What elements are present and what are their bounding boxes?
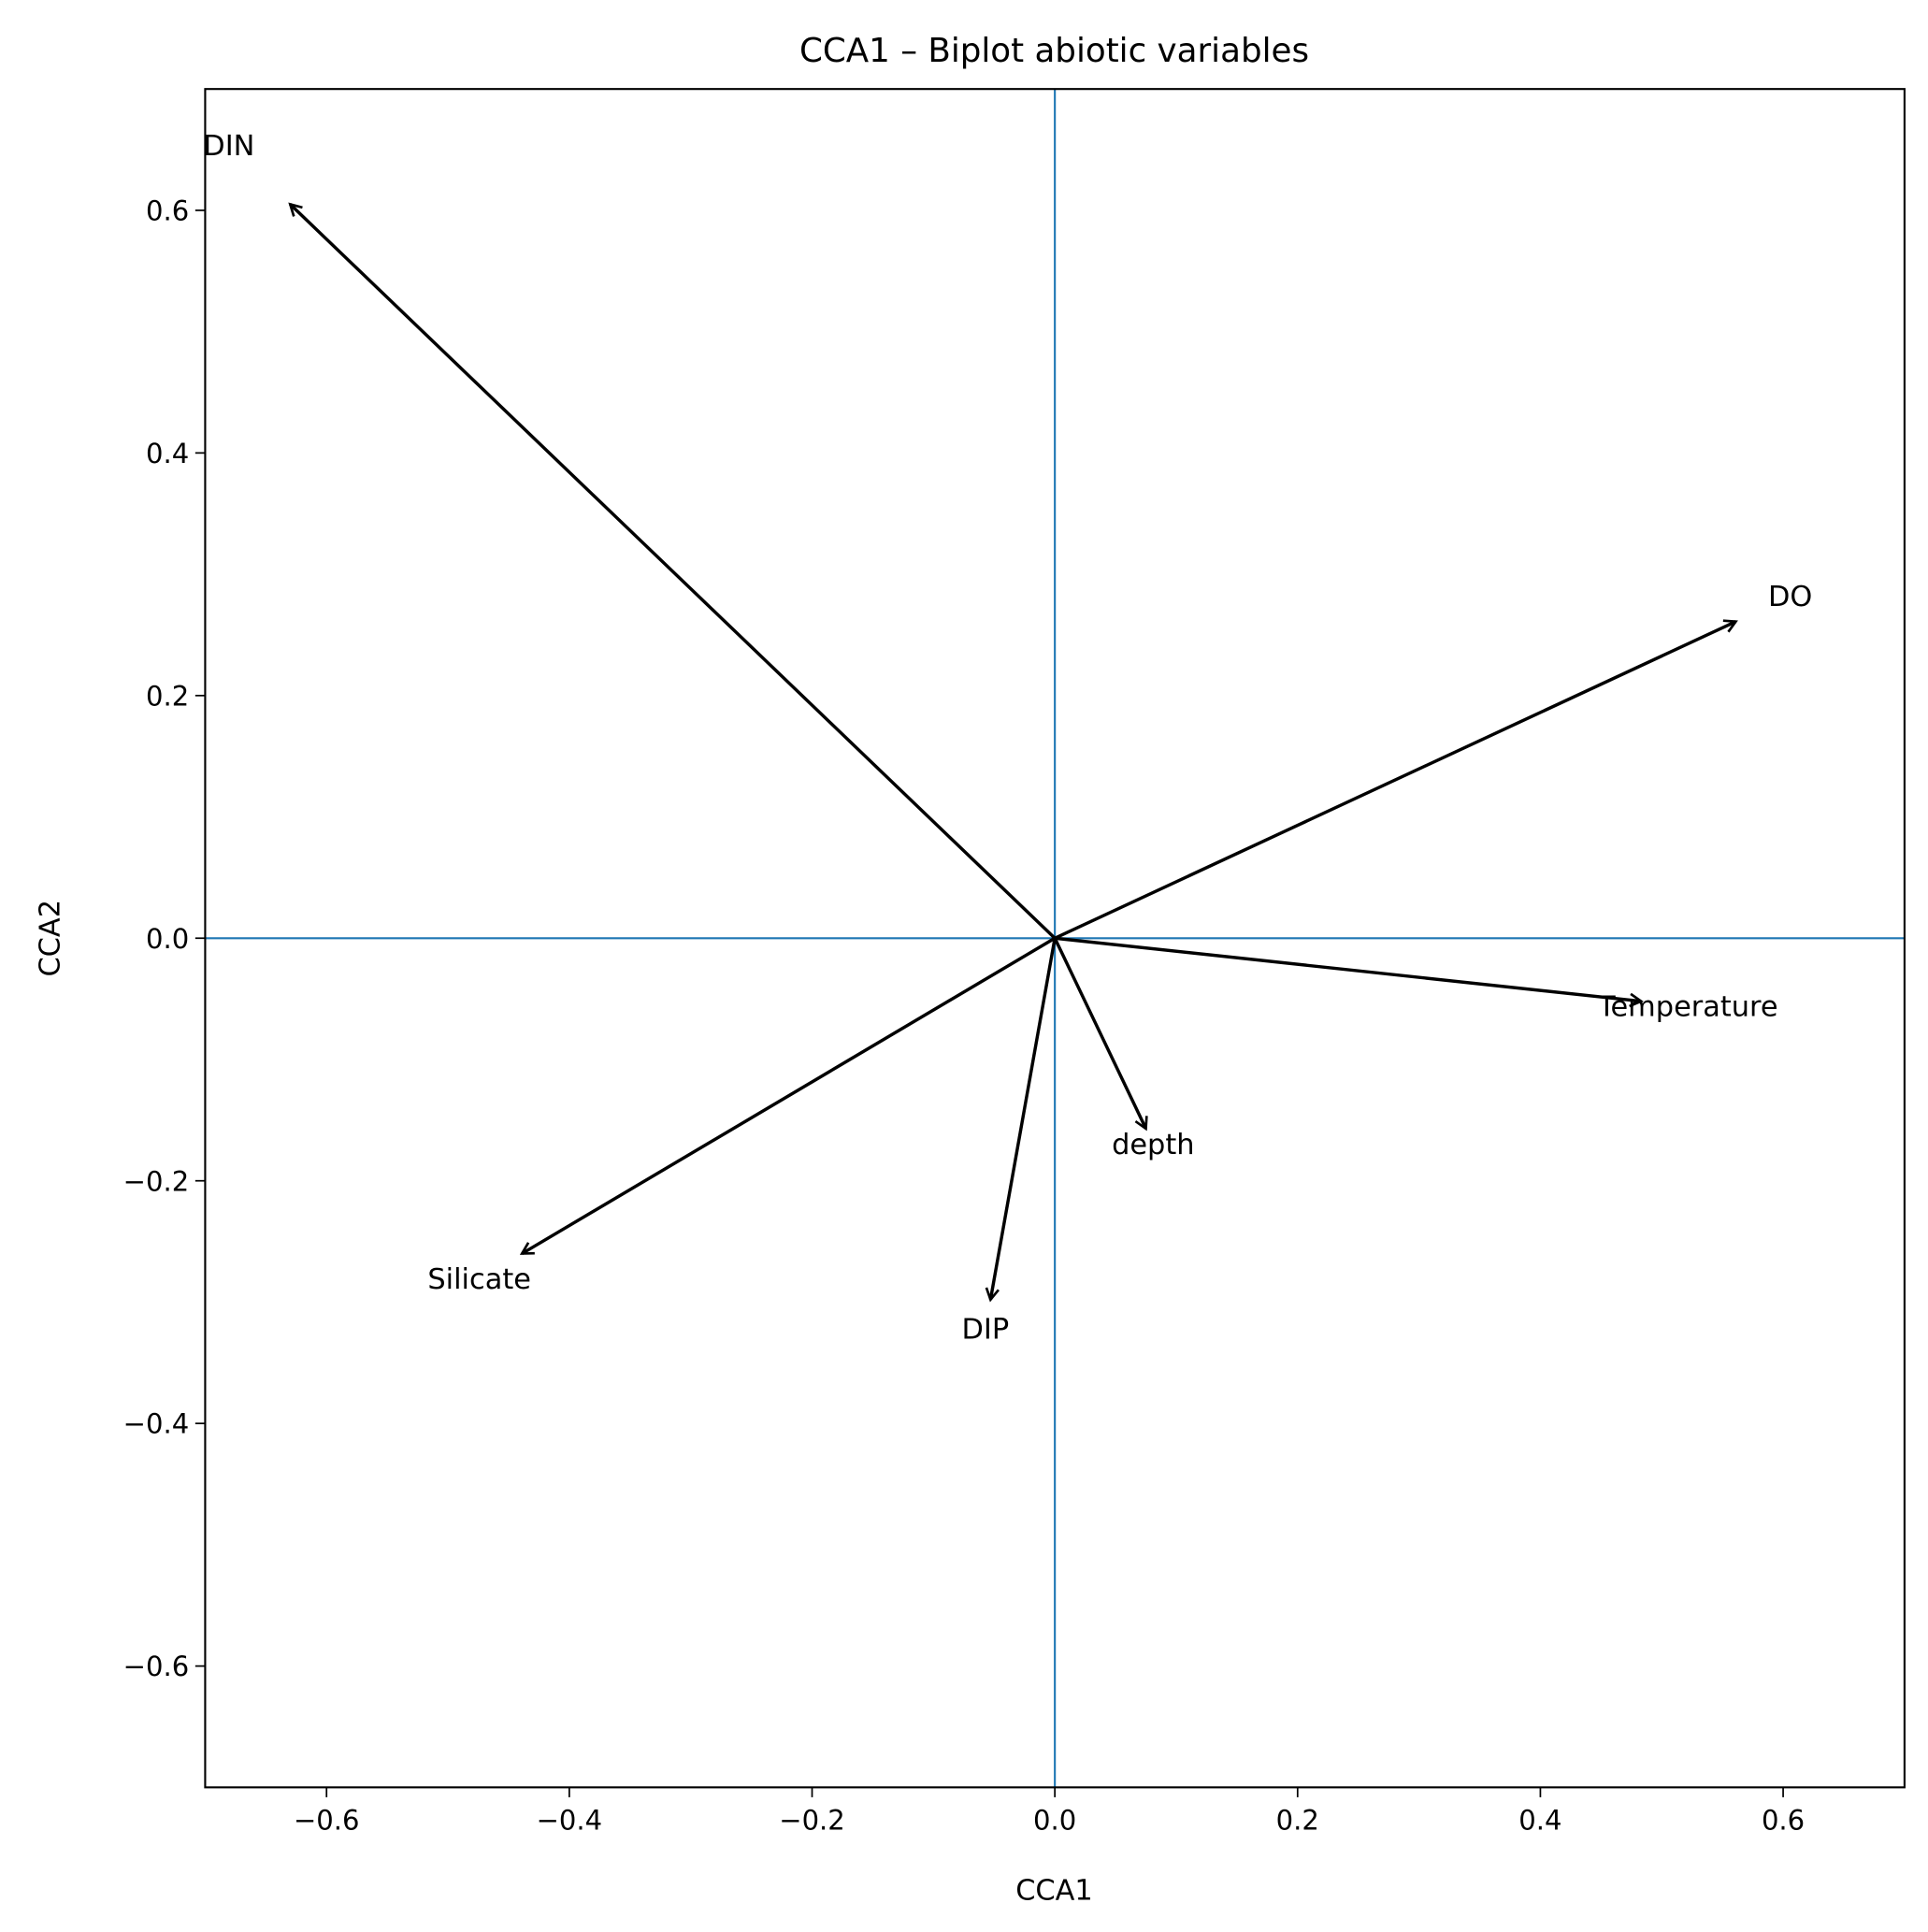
x-tick-label: −0.6	[294, 1804, 360, 1836]
arrow-do	[1054, 622, 1735, 940]
x-tick-label: 0.6	[1762, 1804, 1805, 1836]
arrow-label-dip: DIP	[961, 1313, 1009, 1346]
arrow-din	[290, 204, 1057, 940]
arrow-label-din: DIN	[203, 130, 254, 163]
arrow-label-depth: depth	[1112, 1129, 1194, 1161]
x-axis-label: CCA1	[1015, 1875, 1093, 1908]
y-tick-label: −0.2	[123, 1165, 190, 1197]
arrow-depth	[1053, 937, 1145, 1129]
y-tick-label: 0.4	[146, 438, 189, 469]
y-tick-label: −0.6	[123, 1651, 190, 1682]
x-tick-label: −0.2	[779, 1804, 845, 1836]
arrow-label-temperature: Temperature	[1597, 991, 1778, 1024]
x-tick-label: 0.0	[1033, 1804, 1076, 1836]
y-tick-label: 0.0	[146, 923, 189, 955]
x-tick-label: 0.4	[1518, 1804, 1561, 1836]
arrow-label-silicate: Silicate	[427, 1263, 531, 1296]
y-tick-label: −0.4	[123, 1408, 190, 1440]
arrow-temperature	[1054, 936, 1641, 1001]
y-tick-label: 0.2	[146, 680, 189, 712]
x-tick-label: −0.4	[537, 1804, 603, 1836]
y-tick-label: 0.6	[146, 195, 189, 226]
chart-title: CCA1 – Biplot abiotic variables	[799, 32, 1309, 70]
x-tick-label: 0.2	[1276, 1804, 1319, 1836]
arrow-silicate	[522, 936, 1057, 1256]
y-axis-label: CCA2	[34, 900, 66, 977]
arrow-label-do: DO	[1768, 581, 1812, 613]
arrow-dip	[990, 937, 1057, 1300]
